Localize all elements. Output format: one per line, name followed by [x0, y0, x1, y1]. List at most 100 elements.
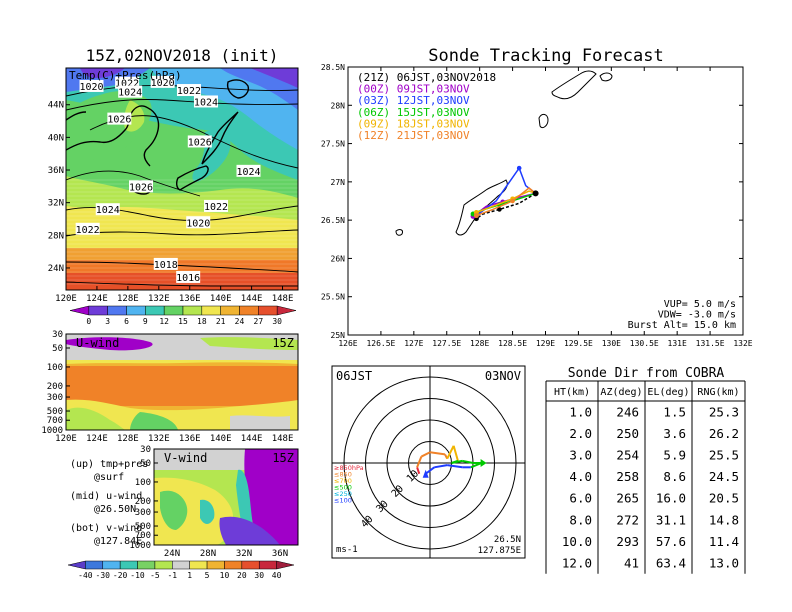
isobar-label: 1022	[204, 202, 228, 213]
colorbar-label: 0	[86, 317, 91, 326]
y-tick-label: 26.5N	[321, 216, 345, 225]
table-cell: 8.6	[663, 469, 686, 484]
table-cell: 25.5	[709, 448, 739, 463]
hodograph-segment	[420, 451, 431, 458]
isobar-label: 1020	[79, 82, 103, 93]
table-cell: 4.0	[569, 469, 592, 484]
y-tick-label: 27.5N	[321, 140, 345, 149]
uwind-lon-label: 136E	[179, 434, 201, 444]
table-cell: 14.8	[709, 512, 739, 527]
vwind-pressure-label: 100	[135, 478, 151, 488]
x-tick-label: 131.5E	[696, 339, 725, 348]
isobar-label-bg	[153, 257, 178, 270]
legend-entry: (03Z) 12JST,03NOV	[357, 94, 470, 107]
colorbar-label: 30	[272, 317, 282, 326]
hodograph-unit: ms-1	[336, 545, 358, 555]
lon-tick-label: 136E	[179, 294, 201, 304]
isobar-label: 1024	[118, 88, 142, 99]
legend-note-line2: @127.84E	[94, 536, 142, 547]
wind-colorbar-swatch	[137, 560, 156, 570]
isobar-label: 1024	[236, 167, 260, 178]
wind-colorbar-swatch	[258, 560, 277, 570]
isobar-label: 1020	[186, 218, 210, 229]
hodograph-segment	[416, 466, 421, 475]
pressure-legend-entry: ≤850	[334, 471, 352, 479]
wind-colorbar-swatch	[241, 560, 260, 570]
hodograph-segment	[462, 459, 474, 464]
wind-colorbar-label: 20	[237, 571, 247, 580]
uwind-pressure-label: 1000	[41, 426, 63, 436]
lat-tick-label: 36N	[48, 166, 64, 176]
pressure-legend-entry: ≤100	[334, 497, 352, 505]
isobar-label-bg	[187, 135, 212, 148]
lat-tick-label: 40N	[48, 133, 64, 143]
table-cell: 57.6	[656, 534, 686, 549]
wind-colorbar-label: -40	[78, 571, 93, 580]
legend-entry: (12Z) 21JST,03NOV	[357, 129, 470, 142]
map-title: 15Z,02NOV2018 (init)	[86, 46, 279, 65]
isobar-label: 1016	[176, 273, 200, 284]
tracking-series	[470, 165, 539, 222]
uwind-pressure-label: 700	[47, 416, 63, 426]
uwind-field	[66, 334, 298, 430]
surface-map-panel: 15Z,02NOV2018 (init)	[48, 46, 299, 326]
uwind-label: U-wind	[76, 336, 119, 350]
lat-tick-label: 44N	[48, 101, 64, 111]
colorbar-swatch	[107, 305, 127, 316]
isobar-label-bg	[129, 180, 154, 193]
colorbar-label: 15	[178, 317, 188, 326]
uwind-pressure-label: 30	[52, 330, 63, 340]
x-tick-label: 127E	[404, 339, 423, 348]
isobar-labels: 1020 102210241020102210241026102610241026…	[76, 75, 261, 284]
map-frame	[65, 67, 299, 291]
legend-entry: (09Z) 18JST,03NOV	[357, 117, 470, 130]
isobar-label-bg	[204, 199, 229, 212]
table-cell: 3.6	[663, 426, 686, 441]
wind-colorbar-swatch	[276, 560, 295, 570]
table-cell: 250	[616, 426, 639, 441]
vwind-pressure-label: 300	[135, 508, 151, 518]
burst-point	[510, 198, 515, 204]
pressure-legend-entry: ≤500	[334, 484, 352, 492]
colorbar-swatch	[239, 305, 259, 316]
lon-tick-label: 148E	[272, 294, 294, 304]
colorbar-label: 27	[254, 317, 264, 326]
colorbar-swatch	[276, 305, 297, 316]
hodograph-lon: 127.875E	[478, 546, 521, 556]
isobar-label-bg	[95, 203, 120, 216]
vwind-pressure-label: 30	[140, 445, 151, 455]
map-overlay-label: Temp(C)+Pres(hPa)	[69, 69, 182, 82]
hodograph-date: 03NOV	[485, 369, 521, 383]
table-header: AZ(deg)	[600, 387, 642, 398]
uwind-lon-label: 140E	[210, 434, 232, 444]
isobar-label: 1022	[76, 225, 100, 236]
table-cell: 1.0	[569, 404, 592, 419]
legend-entry: (06Z) 15JST,03NOV	[357, 106, 470, 119]
lat-tick-label: 32N	[48, 199, 64, 209]
lat-tick-label: 28N	[48, 231, 64, 241]
uwind-lon-label: 120E	[55, 434, 77, 444]
isobar-label-bg	[193, 95, 218, 108]
hodograph-arrowhead	[480, 459, 487, 467]
isobar-label-bg	[107, 112, 132, 125]
colorbar-label: 3	[105, 317, 110, 326]
hodograph-segment	[447, 464, 463, 469]
legend-entry: (21Z) 06JST,03NOV2018	[357, 71, 496, 84]
hodograph-arrowhead	[422, 469, 429, 478]
vwind-label: V-wind	[164, 451, 207, 465]
table-cell: 11.4	[709, 534, 739, 549]
wind-colorbar: -40 -30 -20 -10 -5 -1 1 5 10 20 30 40	[67, 560, 295, 580]
table-header: HT(km)	[554, 387, 590, 398]
isobar-label: 1026	[188, 137, 212, 148]
tracking-title: Sonde Tracking Forecast	[428, 46, 663, 66]
table-cell: 6.0	[569, 491, 592, 506]
map-lon-labels: 120E 124E 128E 132E 136E 140E 144E 148E	[55, 286, 293, 304]
hodograph-segment	[446, 445, 455, 460]
legend-note-line1: (bot) v-wind	[70, 523, 142, 534]
x-tick-label: 129E	[536, 339, 555, 348]
table-cell: 254	[616, 448, 639, 463]
uwind-lon-label: 124E	[86, 434, 108, 444]
